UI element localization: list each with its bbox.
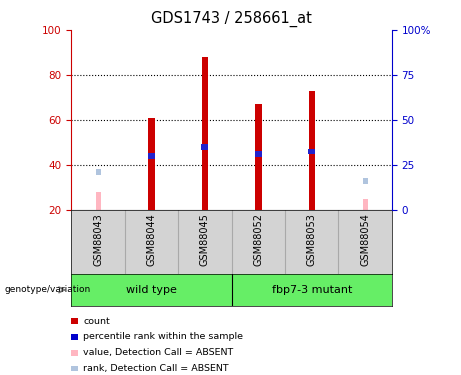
Bar — [148, 153, 155, 159]
Text: GSM88043: GSM88043 — [93, 213, 103, 266]
Text: genotype/variation: genotype/variation — [5, 285, 91, 294]
Bar — [96, 169, 100, 175]
Text: count: count — [83, 316, 110, 326]
Text: GSM88052: GSM88052 — [254, 213, 263, 266]
Text: GSM88045: GSM88045 — [200, 213, 210, 266]
Bar — [255, 104, 261, 210]
Text: fbp7-3 mutant: fbp7-3 mutant — [272, 285, 352, 295]
Bar — [148, 118, 155, 210]
Bar — [201, 144, 208, 150]
Text: rank, Detection Call = ABSENT: rank, Detection Call = ABSENT — [83, 364, 229, 373]
Bar — [308, 149, 315, 154]
Bar — [363, 178, 367, 184]
Text: value, Detection Call = ABSENT: value, Detection Call = ABSENT — [83, 348, 233, 357]
Text: GSM88054: GSM88054 — [360, 213, 370, 266]
Bar — [308, 91, 315, 210]
Text: percentile rank within the sample: percentile rank within the sample — [83, 333, 243, 341]
Text: GSM88044: GSM88044 — [147, 213, 157, 266]
Bar — [202, 57, 208, 210]
Text: wild type: wild type — [126, 285, 177, 295]
Bar — [96, 192, 100, 210]
Bar — [363, 199, 367, 210]
Bar — [255, 151, 262, 157]
Text: GSM88053: GSM88053 — [307, 213, 317, 266]
Title: GDS1743 / 258661_at: GDS1743 / 258661_at — [151, 11, 312, 27]
